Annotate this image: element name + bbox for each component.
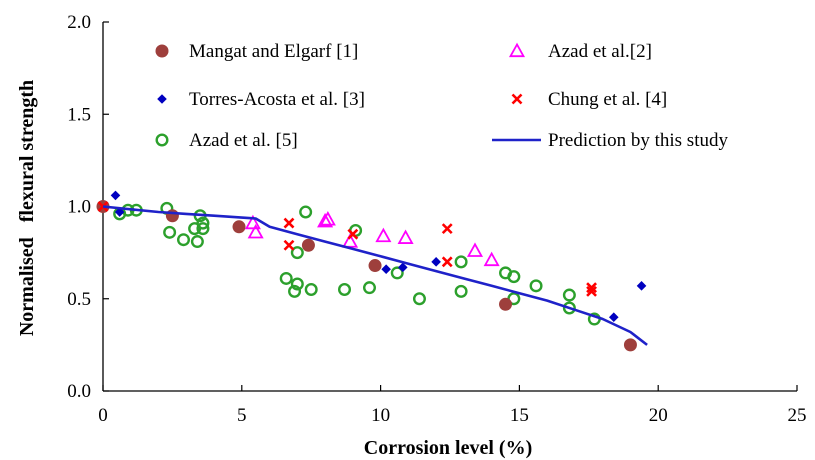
legend-label: Prediction by this study [548,130,728,151]
data-point [319,211,336,226]
data-point [381,264,391,275]
legend-marker [155,133,169,147]
data-point [304,283,318,297]
data-point [299,205,313,219]
legend: Mangat and Elgarf [1] Azad et al.[2] Torre… [155,41,728,151]
legend-label: Torres-Acosta et al. [3] [189,89,365,110]
legend-marker [511,93,523,105]
x-tick-label: 10 [371,405,390,426]
series-azad-et-al-2 [244,211,500,267]
data-point [283,239,295,251]
legend-entry: Azad et al. [5] [155,130,298,151]
data-point [466,242,484,257]
x-tick-label: 0 [98,405,108,426]
y-tick-label: 0.0 [67,381,91,402]
legend-label: Azad et al.[2] [548,41,652,62]
data-point [441,223,453,235]
legend-label: Azad et al. [5] [189,130,298,151]
y-tick-label: 0.5 [67,289,91,310]
x-tick-label: 5 [237,405,247,426]
data-point [338,283,352,297]
data-point [301,238,315,252]
legend-label: Mangat and Elgarf [1] [189,41,358,62]
data-point [412,292,426,306]
data-point [368,259,382,273]
data-point [342,233,359,248]
data-point [562,288,576,302]
data-point [390,266,404,280]
data-point [562,301,576,315]
prediction-line [102,205,648,346]
data-point [362,281,376,295]
data-point [177,233,191,247]
legend-marker [155,44,169,58]
legend-entry: Prediction by this study [492,130,728,151]
legend-entry: Azad et al.[2] [508,41,652,62]
data-point [623,338,637,352]
data-point [397,229,414,244]
data-point [398,262,408,273]
data-point [232,220,246,234]
data-point [110,190,121,201]
legend-entry: Chung et al. [4] [511,89,667,110]
data-point [244,214,261,230]
legend-entry: Mangat and Elgarf [1] [155,41,358,62]
data-point [529,279,543,293]
x-tick-label: 20 [649,405,668,426]
x-axis-label: Corrosion level (%) [364,437,533,459]
data-point [288,284,302,298]
data-point [586,282,597,294]
data-point [454,255,468,269]
data-point [317,212,334,228]
data-point [375,227,392,243]
data-point [586,285,597,297]
data-point [347,228,359,240]
data-point [507,270,521,284]
legend-marker [508,42,526,58]
series-prediction-by-this-study [102,205,648,346]
x-tick-label: 25 [788,405,807,426]
data-point [499,297,513,311]
data-point [441,256,453,268]
data-point [608,312,619,322]
data-point [636,281,647,291]
series-azad-et-al-5 [113,201,601,326]
data-point [431,257,441,267]
y-tick-label: 1.0 [67,197,91,218]
legend-marker [157,94,167,104]
data-point [163,225,177,239]
series-mangat-and-elgarf-1 [96,200,637,352]
y-tick-label: 2.0 [67,12,91,33]
data-point [196,222,210,236]
data-point [454,284,468,298]
legend-label: Chung et al. [4] [548,89,667,110]
series-layer [96,190,648,352]
data-point [196,216,210,230]
data-point [279,271,293,285]
legend-entry: Torres-Acosta et al. [3] [157,89,365,110]
data-point [483,251,500,267]
axes: 0 5 10 15 20 25 0.0 0.5 1.0 1.5 2.0 [67,12,806,426]
x-tick-label: 15 [510,405,529,426]
data-point [165,209,179,223]
data-point [247,223,264,239]
y-axis-label: Normalised flexural strength [16,80,38,336]
data-point [290,246,304,260]
y-tick-label: 1.5 [67,104,91,125]
data-point [283,217,295,229]
data-point [190,235,204,249]
data-point [290,277,304,291]
